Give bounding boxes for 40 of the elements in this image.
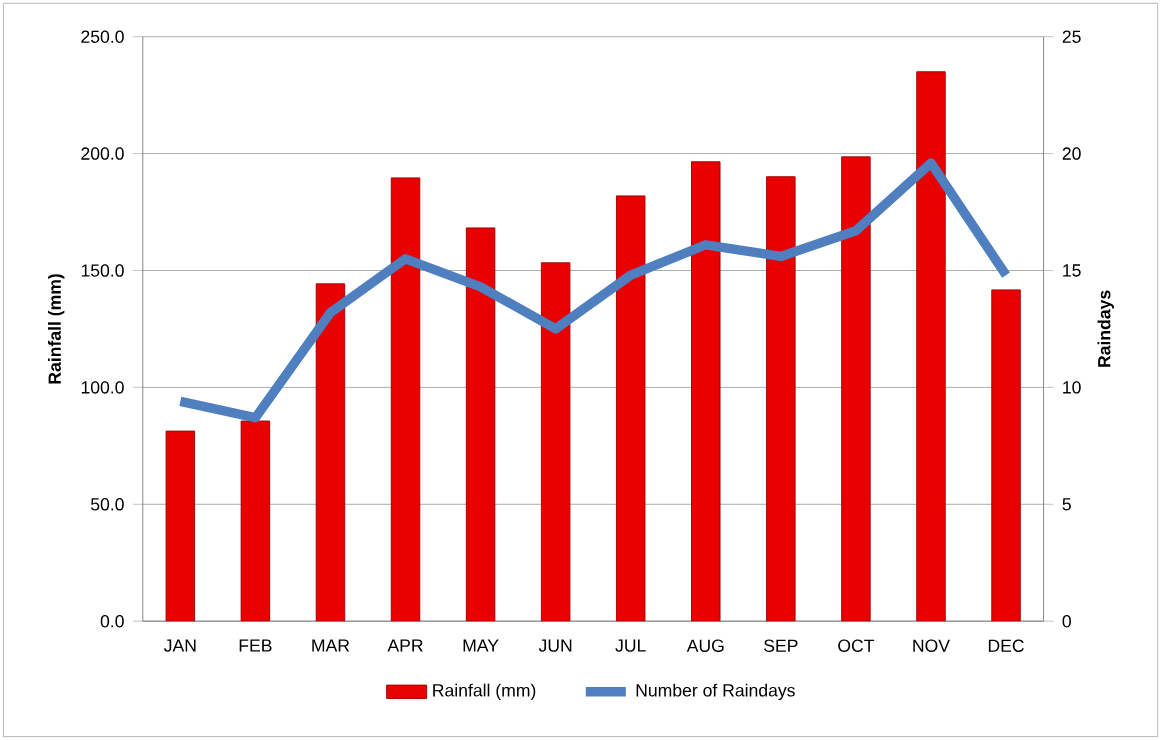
x-tick-label: JUN [538, 639, 572, 652]
bar [691, 161, 721, 622]
y-tick-label: 0.0 [100, 614, 124, 628]
legend-label: Number of Raindays [636, 683, 795, 701]
legend-label: Rainfall (mm) [433, 683, 536, 701]
bar [991, 289, 1021, 622]
y2-tick-label: 15 [1063, 264, 1081, 277]
y-tick-label: 50.0 [90, 498, 124, 511]
bar [165, 430, 196, 622]
bar [540, 262, 571, 622]
y-tick-label: 150.0 [81, 264, 124, 277]
y-tick-label: 200.0 [81, 147, 124, 160]
y-tick-label: 100.0 [81, 381, 124, 394]
bar [841, 156, 871, 622]
x-tick-label: FEB [239, 639, 272, 652]
x-tick-label: APR [387, 639, 423, 652]
bar [615, 195, 646, 622]
x-tick-label: DEC [988, 639, 1024, 652]
x-tick-label: JAN [163, 639, 196, 652]
y2-axis-title: Raindays [1097, 290, 1114, 367]
y2-tick-label: 20 [1062, 147, 1081, 160]
y2-tick-label: 10 [1063, 381, 1081, 394]
x-tick-label: AUG [686, 639, 724, 652]
y-tick-label: 250.0 [81, 30, 124, 43]
bar [766, 176, 796, 622]
x-tick-label: NOV [913, 639, 950, 652]
bar [390, 177, 421, 622]
bar [916, 71, 946, 622]
bar [315, 283, 346, 622]
x-tick-label: OCT [838, 639, 875, 652]
x-tick-label: MAR [312, 639, 350, 652]
bar [465, 227, 496, 622]
y2-tick-label: 25 [1062, 30, 1081, 43]
y2-tick-label: 0 [1062, 614, 1071, 628]
y-axis-title: Rainfall (mm) [48, 274, 65, 384]
y2-tick-label: 5 [1062, 498, 1071, 511]
x-tick-label: MAY [463, 639, 499, 652]
bar [240, 420, 271, 622]
x-tick-label: JUL [615, 639, 646, 652]
x-tick-label: SEP [764, 639, 798, 652]
